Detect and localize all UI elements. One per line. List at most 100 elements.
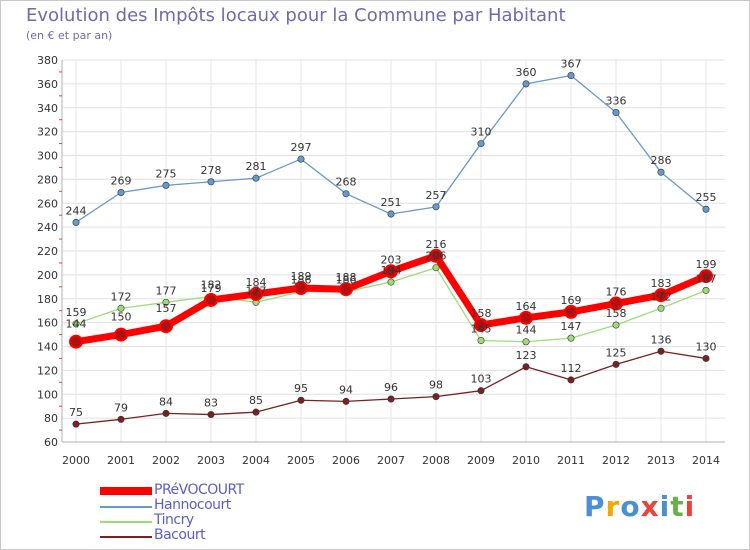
data-point (342, 190, 350, 198)
data-point (117, 415, 125, 423)
logo-letter: i (684, 490, 696, 523)
x-tick-label: 2014 (692, 454, 720, 467)
data-labels: 244 269 275 278 281 297 268 251 257 310 360 367 336 2… (66, 58, 717, 420)
data-point (519, 310, 533, 325)
data-label: 297 (291, 141, 312, 154)
data-label: 176 (606, 286, 627, 299)
data-label: 203 (381, 253, 402, 266)
data-point (72, 420, 80, 428)
data-point (702, 205, 710, 213)
data-point (699, 269, 713, 284)
data-label: 169 (561, 294, 582, 307)
data-point (522, 80, 530, 88)
legend-label: Hannocourt (154, 497, 231, 513)
data-label: 216 (426, 238, 447, 251)
data-label: 183 (651, 277, 672, 290)
data-label: 158 (606, 307, 627, 320)
data-point (159, 319, 173, 334)
data-label: 251 (381, 196, 402, 209)
data-point (207, 411, 215, 419)
data-label: 96 (384, 381, 398, 394)
data-label: 103 (471, 373, 492, 386)
legend-swatch (100, 487, 152, 495)
data-point (432, 264, 440, 272)
data-label: 177 (156, 284, 177, 297)
data-point (567, 376, 575, 384)
y-tick-label: 260 (37, 197, 58, 210)
data-point (522, 363, 530, 371)
data-label: 130 (696, 340, 717, 353)
data-label: 268 (336, 176, 357, 189)
data-point (249, 286, 263, 301)
data-point (117, 189, 125, 197)
data-point (252, 408, 260, 416)
x-tick-label: 2012 (602, 454, 630, 467)
data-point (657, 168, 665, 176)
data-point (612, 321, 620, 329)
data-label: 98 (429, 379, 443, 392)
data-label: 83 (204, 397, 218, 410)
logo-letter: t (670, 490, 685, 523)
legend-label: Tincry (154, 512, 194, 528)
data-label: 310 (471, 126, 492, 139)
y-tick-label: 340 (37, 102, 58, 115)
data-label: 123 (516, 349, 537, 362)
data-label: 177 (246, 284, 267, 297)
data-label: 269 (111, 175, 132, 188)
legend-label: Bacourt (154, 527, 206, 543)
data-point (432, 203, 440, 211)
logo-letter: r (605, 490, 621, 523)
y-tick-label: 80 (44, 412, 58, 425)
data-point (294, 281, 308, 296)
data-point (162, 298, 170, 306)
data-point (609, 296, 623, 311)
data-label: 189 (291, 270, 312, 283)
data-point (567, 334, 575, 342)
data-point (432, 393, 440, 401)
data-label: 85 (249, 394, 263, 407)
data-point (477, 140, 485, 148)
logo-letter: P (584, 490, 606, 523)
data-point (612, 360, 620, 368)
data-label: 257 (426, 189, 447, 202)
x-tick-label: 2004 (242, 454, 270, 467)
data-label: 194 (381, 264, 402, 277)
data-point (69, 334, 83, 349)
y-tick-label: 160 (37, 317, 58, 330)
data-point (72, 218, 80, 226)
x-tick-label: 2002 (152, 454, 180, 467)
data-point (387, 278, 395, 286)
data-point (72, 320, 80, 328)
legend-swatch (100, 521, 152, 523)
data-label: 179 (201, 282, 222, 295)
x-tick-label: 2003 (197, 454, 225, 467)
data-label: 159 (66, 306, 87, 319)
data-point (162, 409, 170, 417)
data-label: 158 (471, 307, 492, 320)
x-tick-label: 2013 (647, 454, 675, 467)
data-label: 186 (291, 274, 312, 287)
data-point (384, 264, 398, 279)
data-point (114, 327, 128, 342)
x-tick-label: 2005 (287, 454, 315, 467)
y-tick-label: 140 (37, 341, 58, 354)
y-tick-label: 180 (37, 293, 58, 306)
data-label: 172 (651, 290, 672, 303)
data-label: 84 (159, 395, 173, 408)
y-tick-label: 200 (37, 269, 58, 282)
data-label: 187 (696, 272, 717, 285)
y-tick-label: 320 (37, 126, 58, 139)
y-tick-label: 280 (37, 173, 58, 186)
data-point (477, 387, 485, 395)
chart-subtitle: (en € et par an) (26, 29, 113, 42)
data-label: 275 (156, 167, 177, 180)
y-tick-label: 220 (37, 245, 58, 258)
data-point (387, 210, 395, 218)
data-point (612, 109, 620, 117)
data-label: 186 (336, 274, 357, 287)
data-label: 182 (201, 278, 222, 291)
y-tick-label: 100 (37, 388, 58, 401)
data-label: 336 (606, 95, 627, 108)
data-label: 278 (201, 164, 222, 177)
data-label: 281 (246, 160, 267, 173)
